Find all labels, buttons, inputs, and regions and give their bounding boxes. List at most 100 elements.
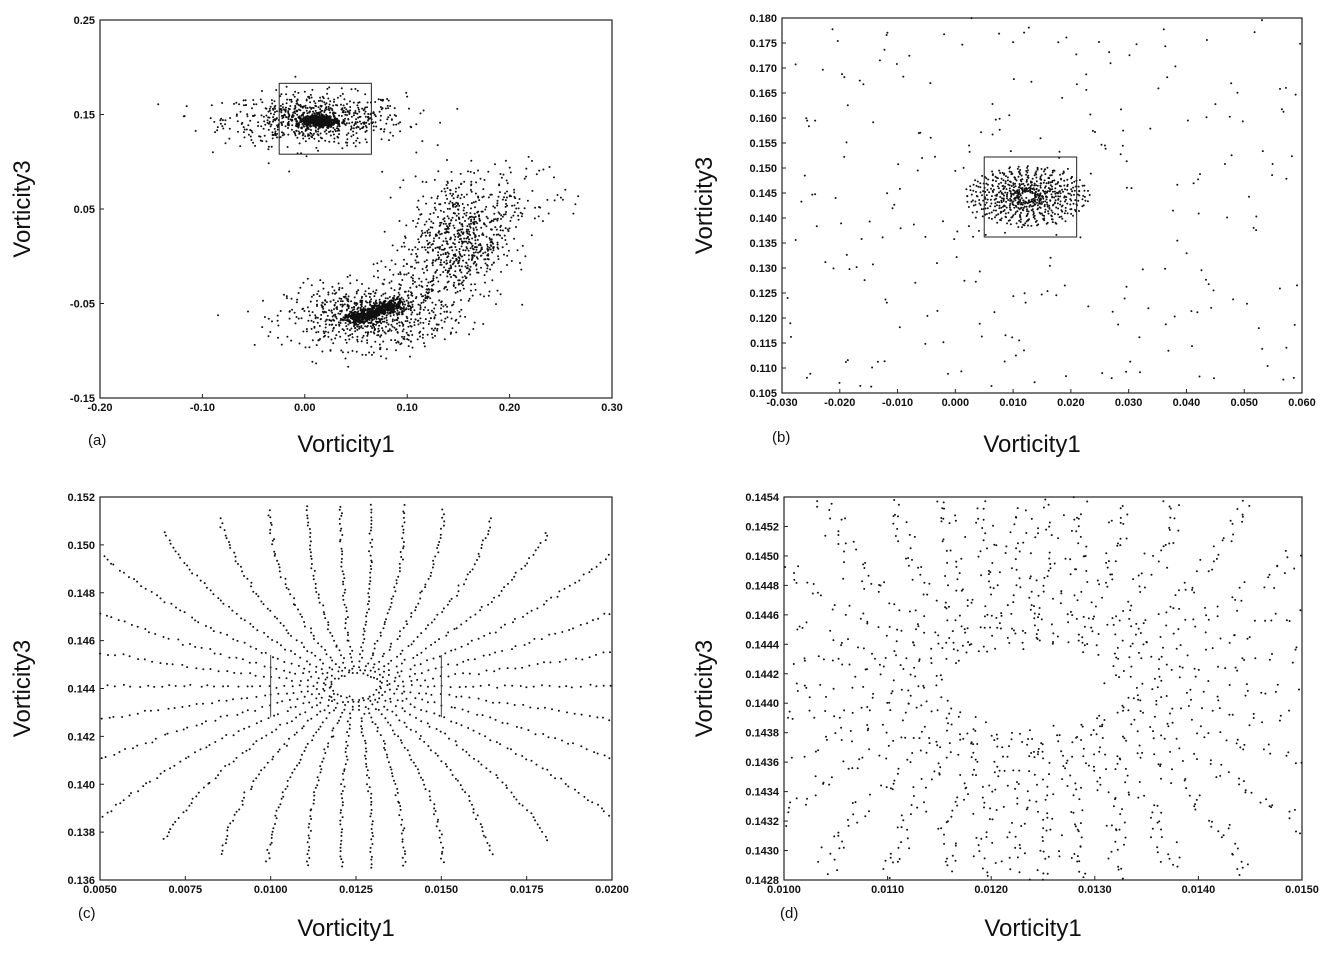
data-point xyxy=(342,804,344,806)
data-point xyxy=(461,245,463,247)
data-point xyxy=(341,831,343,833)
data-point xyxy=(846,254,848,256)
data-point xyxy=(391,598,393,600)
data-point xyxy=(425,318,427,320)
data-point xyxy=(365,758,367,760)
data-point xyxy=(500,293,502,295)
data-point xyxy=(346,342,348,344)
data-point xyxy=(494,207,496,209)
data-point xyxy=(321,114,324,117)
data-point xyxy=(396,582,398,584)
data-point xyxy=(557,596,559,598)
data-point xyxy=(321,351,323,353)
data-point xyxy=(175,685,177,687)
data-point xyxy=(307,690,309,692)
data-point xyxy=(340,812,342,814)
data-point xyxy=(404,235,406,237)
data-point xyxy=(305,122,308,125)
data-point xyxy=(458,322,460,324)
data-point xyxy=(421,230,423,232)
data-point xyxy=(301,114,304,117)
data-point xyxy=(460,197,462,199)
data-point xyxy=(789,322,791,324)
data-point xyxy=(397,672,399,674)
data-point xyxy=(965,188,967,190)
data-point xyxy=(313,122,316,125)
data-point xyxy=(1009,203,1011,205)
data-point xyxy=(310,129,312,131)
data-point xyxy=(181,664,183,666)
data-point xyxy=(183,685,185,687)
data-point xyxy=(341,553,343,555)
data-point xyxy=(189,569,191,571)
data-point xyxy=(249,623,251,625)
data-point xyxy=(319,711,321,713)
data-point xyxy=(418,218,420,220)
data-point xyxy=(1085,73,1087,75)
data-point xyxy=(278,563,280,565)
data-point xyxy=(351,307,353,309)
data-point xyxy=(400,739,402,741)
data-point xyxy=(1037,167,1039,169)
data-point xyxy=(453,301,455,303)
data-point xyxy=(363,638,365,640)
data-point xyxy=(448,268,450,270)
data-point xyxy=(320,100,322,102)
data-point xyxy=(368,608,370,610)
data-point xyxy=(212,593,214,595)
data-point xyxy=(518,219,520,221)
data-point xyxy=(438,247,440,249)
data-point xyxy=(859,385,861,387)
data-point xyxy=(446,289,448,291)
data-point xyxy=(172,547,174,549)
data-point xyxy=(943,33,945,35)
data-point xyxy=(329,667,331,669)
data-point xyxy=(233,552,235,554)
data-point xyxy=(1057,213,1059,215)
data-point xyxy=(178,817,180,819)
data-point xyxy=(1279,288,1281,290)
data-point xyxy=(384,231,386,233)
data-point xyxy=(378,330,380,332)
data-point xyxy=(422,327,424,329)
data-point xyxy=(447,604,449,606)
data-point xyxy=(321,110,323,112)
data-point xyxy=(107,654,109,656)
data-point xyxy=(302,138,304,140)
data-point xyxy=(1045,185,1047,187)
data-point xyxy=(184,611,186,613)
data-point xyxy=(398,292,400,294)
data-point xyxy=(287,780,289,782)
data-point xyxy=(1057,41,1059,43)
data-point xyxy=(384,292,386,294)
data-point xyxy=(371,354,373,356)
data-point xyxy=(814,193,816,195)
data-point xyxy=(234,814,236,816)
data-point xyxy=(1083,204,1085,206)
data-point xyxy=(225,734,227,736)
data-point xyxy=(468,231,470,233)
data-point xyxy=(310,830,312,832)
data-point xyxy=(365,665,367,667)
data-point xyxy=(1199,376,1201,378)
data-point xyxy=(1021,207,1023,209)
data-point xyxy=(375,708,377,710)
data-point xyxy=(476,249,478,251)
data-point xyxy=(463,238,465,240)
data-point xyxy=(436,277,438,279)
data-point xyxy=(321,126,324,129)
data-point xyxy=(99,613,101,615)
data-point xyxy=(323,101,325,103)
data-point xyxy=(1004,361,1006,363)
data-point xyxy=(372,306,375,309)
data-point xyxy=(390,660,392,662)
data-point xyxy=(265,652,267,654)
data-point xyxy=(252,99,254,101)
data-point xyxy=(1033,187,1035,189)
data-point xyxy=(288,121,290,123)
data-point xyxy=(302,702,304,704)
data-point xyxy=(335,663,337,665)
data-point xyxy=(308,835,310,837)
data-point xyxy=(327,742,329,744)
data-point xyxy=(302,331,304,333)
